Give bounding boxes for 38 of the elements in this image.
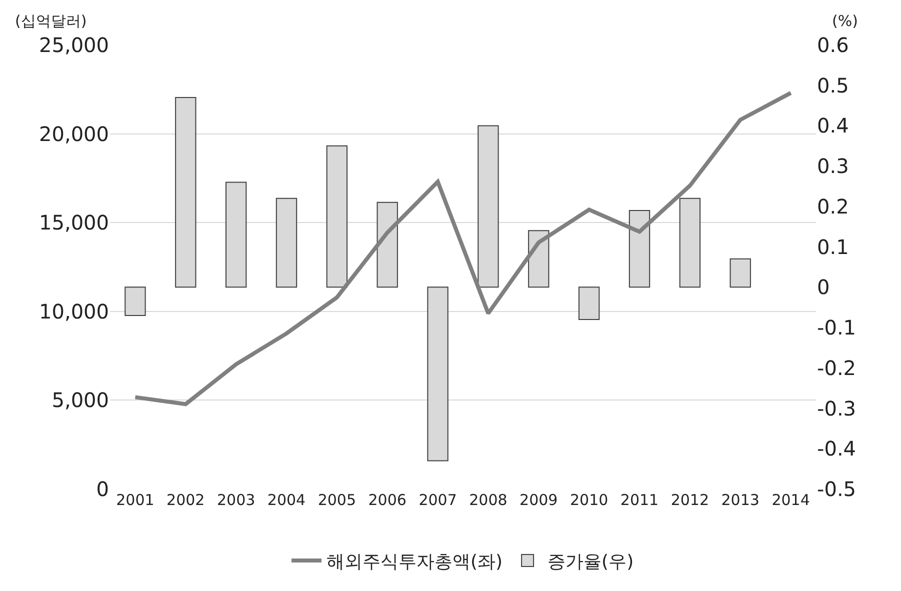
y-tick-label: 10,000 xyxy=(39,299,109,324)
y2-tick-label: 0.1 xyxy=(817,234,849,259)
x-tick-label: 2009 xyxy=(520,491,558,509)
legend-label: 증가율(우) xyxy=(548,552,634,572)
x-tick-label: 2013 xyxy=(721,491,760,509)
line-series xyxy=(133,90,793,406)
y-axis-title: (십억달러) xyxy=(15,12,87,30)
y2-tick-label: -0.1 xyxy=(817,316,856,340)
y2-tick-label: 0 xyxy=(817,275,830,300)
y2-axis-title: (%) xyxy=(832,12,858,30)
y-tick-label: 15,000 xyxy=(39,210,109,235)
y2-tick-label: 0.3 xyxy=(817,154,849,178)
y-tick-label: 20,000 xyxy=(39,122,109,146)
y2-tick-label: -0.3 xyxy=(817,396,856,420)
y-tick-label: 0 xyxy=(96,477,109,501)
x-tick-label: 2011 xyxy=(620,491,659,509)
x-tick-label: 2004 xyxy=(267,491,306,509)
y2-tick-label: 0.4 xyxy=(817,114,849,138)
legend-label: 해외주식투자총액(좌) xyxy=(326,552,503,572)
y2-tick-label: 0.5 xyxy=(817,73,849,98)
x-tick-label: 2014 xyxy=(772,491,810,509)
x-tick-label: 2002 xyxy=(166,491,205,509)
x-tick-label: 2005 xyxy=(318,491,356,509)
y2-tick-label: 0.6 xyxy=(817,33,849,57)
y2-tick-label: 0.2 xyxy=(817,194,849,218)
x-tick-label: 2006 xyxy=(368,491,406,509)
x-tick-label: 2001 xyxy=(116,491,154,509)
y2-tick-label: -0.2 xyxy=(817,356,856,380)
y2-tick-label: -0.5 xyxy=(817,477,856,501)
x-tick-label: 2012 xyxy=(670,491,710,509)
y-tick-label: 5,000 xyxy=(52,388,109,412)
y2-tick-label: -0.4 xyxy=(817,436,856,461)
y-tick-label: 25,000 xyxy=(39,33,109,57)
x-tick-label: 2010 xyxy=(570,491,608,509)
x-tick-label: 2003 xyxy=(216,491,256,509)
bar xyxy=(730,258,751,288)
x-tick-label: 2007 xyxy=(418,491,457,509)
x-tick-label: 2008 xyxy=(469,491,508,509)
